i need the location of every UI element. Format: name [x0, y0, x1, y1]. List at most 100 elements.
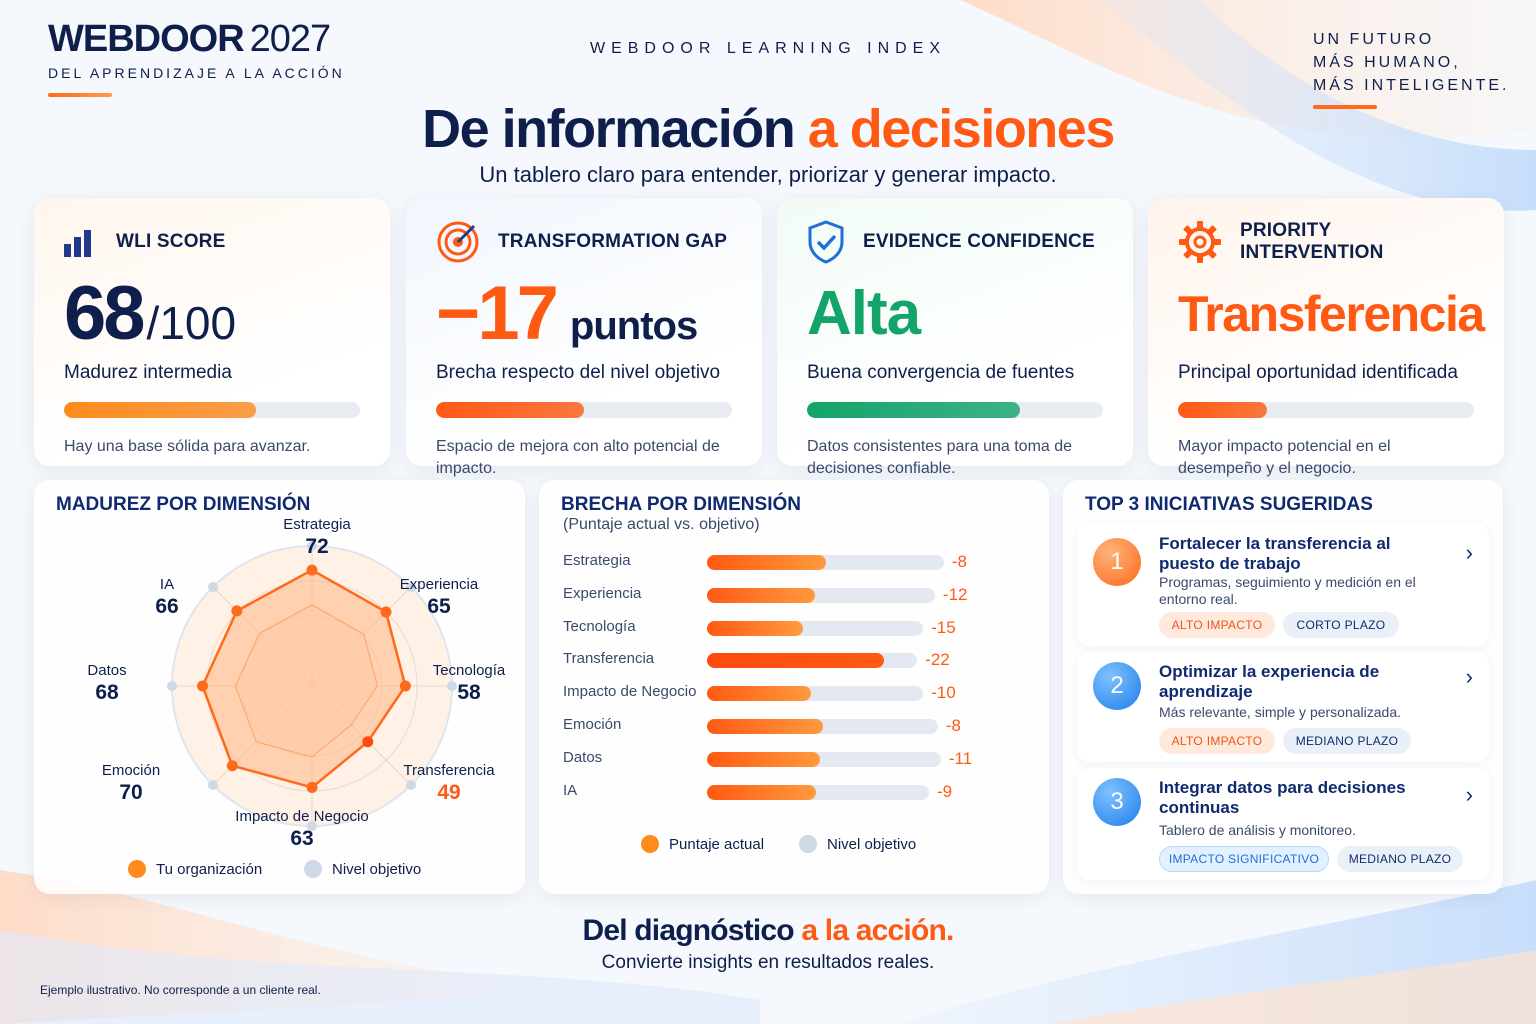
- legend-actual-label: Puntaje actual: [669, 835, 765, 853]
- radar-label-value: 65: [427, 595, 451, 618]
- logo-accent-line: [48, 93, 112, 97]
- gap-actual-bar: [707, 686, 812, 702]
- radar-label-value: 72: [305, 535, 329, 558]
- chip-impact: IMPACTO SIGNIFICATIVO: [1159, 846, 1329, 872]
- kpi-card-priority-intervention: PRIORITY INTERVENTION Transferencia Prin…: [1148, 198, 1504, 477]
- brand-tagline: UN FUTURO MÁS HUMANO, MÁS INTELIGENTE.: [1313, 28, 1509, 109]
- radar-label-name: IA: [159, 576, 175, 593]
- initiatives-title: TOP 3 INICIATIVAS SUGERIDAS: [1085, 494, 1373, 515]
- initiative-title: Optimizar la experiencia de aprendizaje: [1159, 662, 1380, 701]
- target-point-2: [405, 582, 416, 593]
- target-icon: [437, 221, 479, 263]
- footer-subtitle: Convierte insights en resultados reales.: [601, 952, 935, 973]
- gap-target-bar: [707, 719, 938, 734]
- gap-row-label: Transferencia: [563, 650, 655, 668]
- gap-panel: BRECHA POR DIMENSIÓN (Puntaje actual vs.…: [539, 480, 1049, 894]
- legend-target: Nivel objetivo: [799, 835, 916, 853]
- gap-row-value: -8: [951, 552, 967, 571]
- hero-subtitle: Un tablero claro para entender, prioriza…: [479, 162, 1057, 187]
- legend-org-dot: [128, 860, 146, 878]
- maturity-panel: MADUREZ POR DIMENSIÓN Estrategia 72 Experi…: [34, 480, 525, 894]
- kpi-progress-bar: [807, 402, 1103, 418]
- radar-label: Estrategia 72: [262, 516, 372, 559]
- legend-org: Tu organización: [128, 860, 262, 878]
- radar-label-value: 49: [437, 781, 461, 804]
- gap-title: BRECHA POR DIMENSIÓN: [561, 494, 801, 515]
- target-point-8: [208, 582, 219, 593]
- gap-actual-bar: [707, 587, 815, 603]
- legend-target-label: Nivel objetivo: [332, 860, 422, 878]
- footer-title: Del diagnóstico a la acción.: [0, 914, 1536, 948]
- hero-title: De información a decisiones: [0, 98, 1536, 160]
- initiative-number: 2: [1093, 662, 1141, 710]
- kpi-title: EVIDENCE CONFIDENCE: [863, 231, 1095, 252]
- chevron-right-icon[interactable]: ›: [1465, 782, 1473, 807]
- kpi-progress-fill: [64, 402, 257, 418]
- kpi-note: Datos consistentes para una toma de deci…: [807, 438, 1073, 477]
- chip-impact: ALTO IMPACTO: [1159, 612, 1275, 638]
- gap-row-value: -12: [942, 584, 968, 604]
- initiative-description: Más relevante, simple y personalizada.: [1159, 704, 1402, 720]
- target-point-3: [447, 681, 457, 691]
- radar-point-5: [306, 781, 318, 793]
- kpi-card-evidence-confidence: EVIDENCE CONFIDENCE Alta Buena convergen…: [777, 198, 1133, 477]
- gap-actual-bar: [707, 620, 804, 636]
- gap-row-value: -10: [931, 683, 956, 703]
- gap-actual-bar: [707, 751, 820, 767]
- kpi-value: 68: [64, 271, 146, 356]
- target-point-6: [208, 779, 219, 790]
- kpi-note: Hay una base sólida para avanzar.: [64, 438, 311, 455]
- gap-row-value: -22: [925, 650, 950, 670]
- target-point-1: [307, 541, 317, 551]
- kpi-card-wli-score: WLI SCORE 68/100 Madurez intermedia Hay …: [34, 198, 390, 466]
- gap-row: Emoción -8: [563, 716, 1033, 749]
- target-point-4: [405, 779, 416, 790]
- kpi-value: Transferencia: [1178, 286, 1485, 342]
- kpi-progress-fill: [436, 402, 584, 418]
- gap-row: Tecnología -15: [563, 618, 1033, 651]
- hero-title-part2: a decisiones: [807, 99, 1116, 159]
- kpi-card-transformation-gap: TRANSFORMATION GAP −17 puntos Brecha resp…: [406, 198, 762, 477]
- initiative-number: 1: [1093, 538, 1141, 586]
- radar-label: Datos 68: [52, 662, 162, 705]
- legend-target-label: Nivel objetivo: [827, 835, 917, 853]
- radar-point-2: [380, 606, 392, 618]
- kpi-description: Madurez intermedia: [64, 362, 232, 383]
- gap-actual-bar: [707, 719, 824, 734]
- chevron-right-icon[interactable]: ›: [1465, 540, 1473, 565]
- initiative-card-2[interactable]: 2 Optimizar la experiencia de aprendizaj…: [1077, 652, 1489, 762]
- chevron-right-icon[interactable]: ›: [1465, 664, 1473, 689]
- radar-label: Experiencia 65: [384, 576, 494, 619]
- gap-row-label: IA: [563, 781, 578, 799]
- legend-target-dot: [799, 835, 817, 853]
- initiative-title: Fortalecer la transferencia al puesto de…: [1159, 534, 1391, 573]
- chip-term: MEDIANO PLAZO: [1283, 728, 1411, 754]
- gap-row-label: Impacto de Negocio: [563, 683, 697, 701]
- initiative-card-3[interactable]: 3 Integrar datos para decisiones continu…: [1077, 768, 1489, 880]
- initiative-card-1[interactable]: 1 Fortalecer la transferencia al puesto …: [1077, 524, 1489, 646]
- maturity-title: MADUREZ POR DIMENSIÓN: [56, 494, 311, 515]
- gap-row-value: -9: [937, 781, 953, 801]
- radar-label-name: Transferencia: [403, 762, 495, 779]
- footer: Del diagnóstico a la acción. Convierte i…: [0, 914, 1536, 974]
- gap-actual-bar: [707, 784, 817, 800]
- radar-label-value: 58: [457, 681, 481, 704]
- kpi-description: Buena convergencia de fuentes: [807, 362, 1075, 383]
- index-label: WEBDOOR LEARNING INDEX: [589, 40, 947, 57]
- initiative-description: Programas, seguimiento y medición en el …: [1159, 574, 1416, 607]
- radar-label-name: Impacto de Negocio: [235, 808, 369, 825]
- radar-label-name: Experiencia: [399, 576, 479, 593]
- radar-label-name: Tecnología: [432, 662, 506, 679]
- radar-point-7: [197, 680, 209, 692]
- shield-check-icon: [808, 220, 844, 264]
- gap-target-bar: [707, 555, 944, 570]
- tagline-line-2: MÁS HUMANO,: [1313, 54, 1461, 71]
- legend-actual: Puntaje actual: [641, 835, 764, 853]
- radar-label: Emoción 70: [76, 762, 186, 805]
- gap-row-label: Emoción: [563, 716, 622, 733]
- logo-tagline: DEL APRENDIZAJE A LA ACCIÓN: [48, 65, 345, 81]
- gap-row-value: -15: [931, 617, 956, 637]
- radar-point-8: [231, 605, 243, 617]
- radar-label-value: 63: [290, 827, 314, 850]
- radar-label-value: 70: [119, 781, 143, 804]
